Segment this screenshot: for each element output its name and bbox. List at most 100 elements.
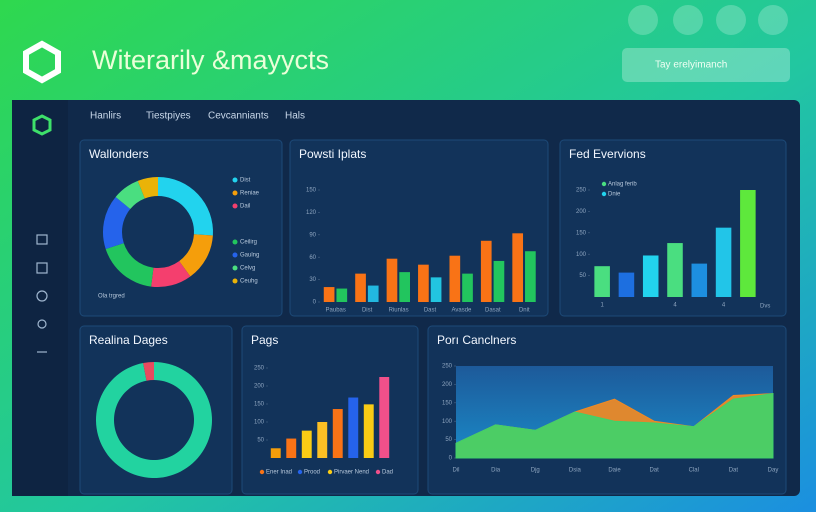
bar	[449, 255, 461, 302]
y-tick-label: 200	[576, 209, 587, 215]
sidebar	[12, 100, 68, 496]
legend-swatch	[601, 191, 607, 197]
bar	[430, 277, 442, 302]
nav-tab[interactable]: Hanlirs	[90, 111, 121, 122]
legend-label: Celvg	[240, 266, 255, 272]
y-tick-label: 150	[306, 188, 317, 194]
panel: Fed Evervions 50 100 150 200 250 1 4 4 Dvs Anlag f…	[559, 139, 787, 317]
y-tick-label: 100	[254, 420, 265, 426]
legend-swatch	[327, 469, 333, 475]
y-tick-label: 100	[442, 419, 453, 425]
panel: Powsti Iplats 0 30 60 90 120 150 Paubas Dist Riun…	[289, 139, 549, 317]
legend-label: Reniae	[240, 191, 260, 197]
nav-tab[interactable]: Hals	[285, 111, 305, 122]
sidebar-icons[interactable]	[36, 234, 48, 353]
y-tick-label: 50	[579, 273, 586, 279]
icon[interactable]	[37, 319, 47, 329]
search-placeholder: Tay erelyimanch	[655, 60, 727, 71]
y-tick-label: 50	[445, 437, 452, 443]
icon[interactable]	[36, 262, 48, 274]
y-tick-label: 250	[254, 366, 265, 372]
bar	[317, 422, 328, 458]
legend-swatch	[601, 181, 607, 187]
y-tick-label: 30	[309, 277, 316, 283]
icon-button[interactable]	[758, 5, 788, 35]
bar	[715, 227, 732, 297]
icon[interactable]	[36, 234, 48, 245]
panel: Porı Canclners 0 50 100 150 200 250 Dil Dia Djg Ds…	[427, 325, 787, 495]
app-title: Witerarily &mayycts	[92, 45, 329, 75]
donut-segment	[96, 362, 213, 478]
icon[interactable]	[36, 290, 48, 302]
legend-label: Dnie	[608, 192, 621, 198]
panel-title: Porı Canclners	[437, 333, 516, 347]
bar	[462, 273, 473, 302]
x-tick-label: Djg	[531, 468, 540, 474]
legend-label: Pirvaer Nend	[334, 470, 369, 476]
x-tick-label: Dsia	[569, 468, 582, 474]
legend-label: Dad	[382, 470, 393, 476]
chart-note: Ola trgred	[98, 294, 125, 300]
panel: Realina Dages	[79, 325, 233, 495]
legend-swatch	[297, 469, 303, 475]
x-tick-label: Dnit	[519, 308, 530, 314]
area	[455, 393, 774, 459]
x-tick-label: Dat	[729, 468, 739, 474]
donut-segment	[115, 180, 145, 210]
bar	[336, 288, 348, 302]
bar	[691, 263, 708, 297]
y-tick-label: 150	[442, 400, 453, 406]
donut-segment	[143, 362, 154, 381]
bar	[286, 438, 297, 458]
bar	[740, 190, 756, 297]
bar	[594, 266, 610, 297]
y-tick-label: 0	[449, 456, 453, 462]
donut-segment	[179, 234, 213, 277]
legend-label: Gaulng	[240, 253, 259, 259]
bar	[355, 273, 366, 302]
nav-tab[interactable]: Tiestpiyes	[146, 111, 191, 122]
x-tick-label: Dist	[362, 308, 373, 314]
icon-button[interactable]	[628, 5, 658, 35]
y-tick-label: 60	[309, 255, 316, 261]
legend-swatch	[232, 177, 238, 183]
x-tick-label: Dia	[491, 468, 501, 474]
panel: Pags 50 100 150 200 250 Ener Inad Prood Pirvaer …	[241, 325, 419, 495]
y-tick-label: 150	[576, 230, 587, 236]
y-tick-label: 200	[254, 384, 265, 390]
legend-swatch	[232, 203, 238, 209]
icon-button[interactable]	[673, 5, 703, 35]
search-box[interactable]	[622, 48, 790, 82]
donut-segment	[158, 177, 213, 236]
bar	[399, 272, 410, 302]
x-tick-label: Avasde	[451, 308, 472, 314]
legend-swatch	[232, 252, 238, 258]
legend-label: Ener Inad	[266, 470, 292, 476]
bar	[642, 255, 659, 297]
bar	[332, 409, 343, 458]
x-tick-label: 4	[673, 303, 677, 309]
bar	[667, 243, 683, 297]
bar	[323, 287, 335, 302]
donut-segment	[137, 177, 158, 199]
legend-swatch	[232, 239, 238, 245]
y-tick-label: 0	[313, 300, 317, 306]
donut-segment	[105, 243, 154, 287]
panel-background	[241, 325, 419, 495]
nav[interactable]: Hanlirs Tiestpiyes Cevcanniants Hals	[90, 111, 305, 122]
panel-title: Realina Dages	[89, 333, 168, 347]
nav-tab[interactable]: Cevcanniants	[208, 111, 269, 122]
icon-button[interactable]	[716, 5, 746, 35]
legend-swatch	[232, 265, 238, 271]
bar	[386, 258, 398, 302]
y-tick-label: 100	[576, 252, 587, 258]
x-tick-label: Day	[768, 468, 779, 474]
bar	[270, 448, 281, 458]
x-tick-label: Paubas	[326, 308, 346, 314]
y-tick-label: 120	[306, 210, 317, 216]
legend-swatch	[259, 469, 265, 475]
bar	[525, 251, 536, 302]
top-icons[interactable]	[628, 5, 788, 35]
panel: Wallonders Dist Reniae Dail Ceilirg Gaulng Cel…	[79, 139, 283, 317]
